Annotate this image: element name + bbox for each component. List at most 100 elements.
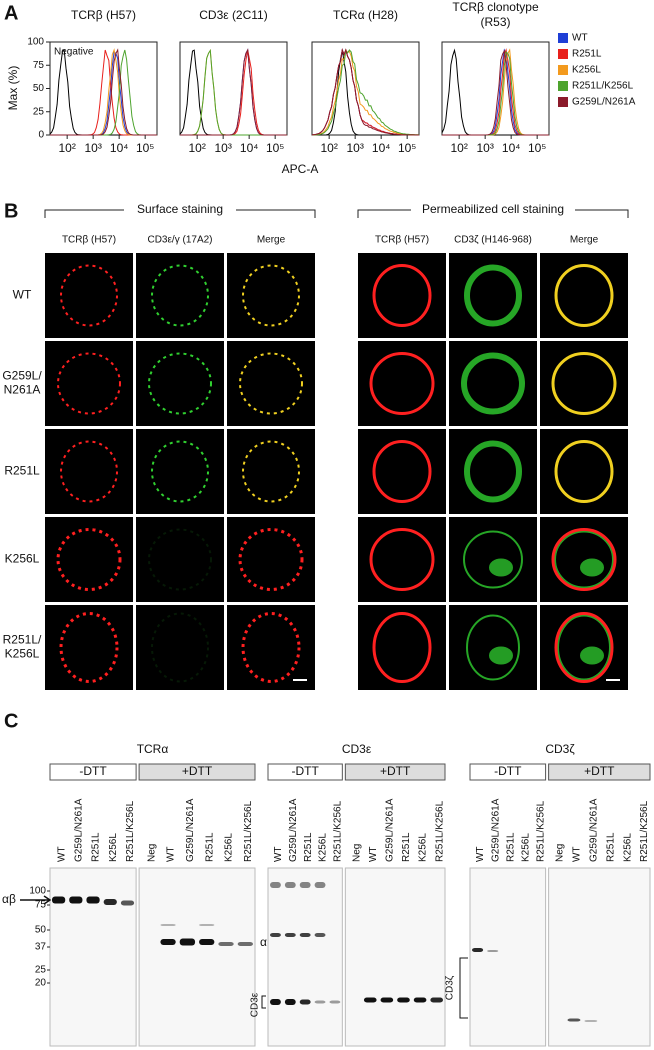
histogram-curve — [50, 48, 157, 136]
cell-ring — [59, 612, 119, 683]
x-tick-label: 10² — [320, 141, 337, 155]
band — [380, 997, 394, 1003]
plot-frame — [441, 41, 550, 136]
histogram-curve — [180, 48, 287, 136]
micrograph — [358, 341, 446, 426]
lane-label: R251L — [401, 832, 412, 862]
cell-ring — [148, 528, 212, 591]
plot-title: TCRβ (H57) — [71, 8, 136, 22]
band — [103, 899, 117, 905]
y-tick-label: 0 — [38, 130, 44, 141]
mw-marker: 25 — [35, 965, 47, 976]
condition-label: +DTT — [182, 764, 213, 778]
band — [69, 896, 83, 904]
band — [179, 938, 196, 946]
lane-label: Neg — [146, 844, 157, 862]
micrograph — [45, 253, 133, 338]
cell-glow — [554, 530, 614, 589]
cell-glow — [557, 614, 611, 681]
micrograph — [227, 605, 315, 690]
band — [284, 882, 296, 888]
cell-glow — [463, 530, 523, 589]
micrograph — [136, 517, 224, 602]
lane-label: G259L/N261A — [490, 798, 501, 862]
group-title: Permeabilized cell staining — [422, 202, 564, 216]
cell-ring — [372, 264, 432, 327]
lane-label: K256L — [521, 833, 532, 862]
x-tick-label: 10⁴ — [502, 141, 521, 155]
cell-ring — [551, 528, 617, 591]
group-bracket — [44, 209, 316, 218]
histogram-curve — [311, 48, 419, 136]
cell-ring — [372, 440, 432, 503]
mw-marker: 75 — [35, 900, 47, 911]
mw-marker: 100 — [29, 886, 46, 897]
band — [314, 933, 326, 937]
condition-box — [49, 763, 137, 781]
micrograph — [540, 605, 628, 690]
annotation: α — [260, 935, 267, 949]
cell-ring — [369, 528, 435, 591]
panel-label: B — [4, 200, 18, 222]
micrograph — [449, 517, 537, 602]
legend-swatch — [558, 65, 568, 75]
band — [199, 939, 215, 945]
legend-swatch — [558, 49, 568, 59]
column-label: Merge — [570, 235, 599, 246]
cell-glow — [464, 440, 522, 503]
lane-label: R251L — [204, 832, 215, 862]
legend-label: R251L/K256L — [572, 81, 634, 92]
cell-cluster — [580, 558, 604, 577]
x-tick-label: 10⁴ — [240, 141, 259, 155]
lane-label: K256L — [622, 833, 633, 862]
histogram-curve — [180, 49, 287, 136]
band — [430, 997, 443, 1003]
cell-ring — [369, 352, 435, 415]
cell-ring — [554, 440, 614, 503]
histogram-curve — [442, 48, 549, 136]
column-label: Merge — [257, 235, 286, 246]
group-bracket — [357, 209, 629, 218]
micrograph — [449, 605, 537, 690]
row-label: K256L — [5, 647, 40, 661]
legend-swatch — [558, 97, 568, 107]
y-tick-label: 100 — [27, 37, 44, 48]
mw-marker: 37 — [35, 942, 47, 953]
histogram-curve — [311, 48, 419, 136]
x-tick-label: 10⁴ — [372, 141, 391, 155]
band — [120, 900, 135, 906]
row-label: R251L/ — [3, 633, 42, 647]
condition-box — [469, 763, 547, 781]
band — [52, 896, 66, 904]
cell-ring — [57, 352, 121, 415]
band — [270, 882, 281, 888]
condition-label: -DTT — [79, 764, 107, 778]
x-tick-label: 10³ — [476, 141, 493, 155]
annotation: CD3ζ — [445, 975, 456, 1000]
cell-ring — [554, 612, 614, 683]
micrograph — [45, 429, 133, 514]
micrograph — [540, 341, 628, 426]
legend-label: K256L — [572, 65, 601, 76]
band — [284, 999, 296, 1005]
lane-label: WT — [56, 846, 67, 862]
column-label: CD3ζ (H146-968) — [454, 235, 532, 246]
lane-label: R251L — [91, 832, 102, 862]
blot-image — [138, 867, 256, 1047]
histogram-curve — [180, 48, 287, 136]
blot-image — [469, 867, 547, 1047]
cell-ring — [372, 612, 432, 683]
blot-title: CD3ε — [342, 742, 372, 756]
row-label: N261A — [4, 383, 41, 397]
band — [567, 1018, 581, 1022]
band — [314, 1000, 326, 1004]
micrograph — [227, 253, 315, 338]
y-tick-label: 75 — [33, 60, 45, 71]
band — [329, 1000, 341, 1004]
mw-marker: 50 — [35, 925, 47, 936]
cell-ring — [148, 352, 212, 415]
band — [299, 999, 311, 1005]
lane-label: R251L — [303, 832, 314, 862]
micrograph — [227, 429, 315, 514]
cell-cluster — [580, 646, 604, 665]
